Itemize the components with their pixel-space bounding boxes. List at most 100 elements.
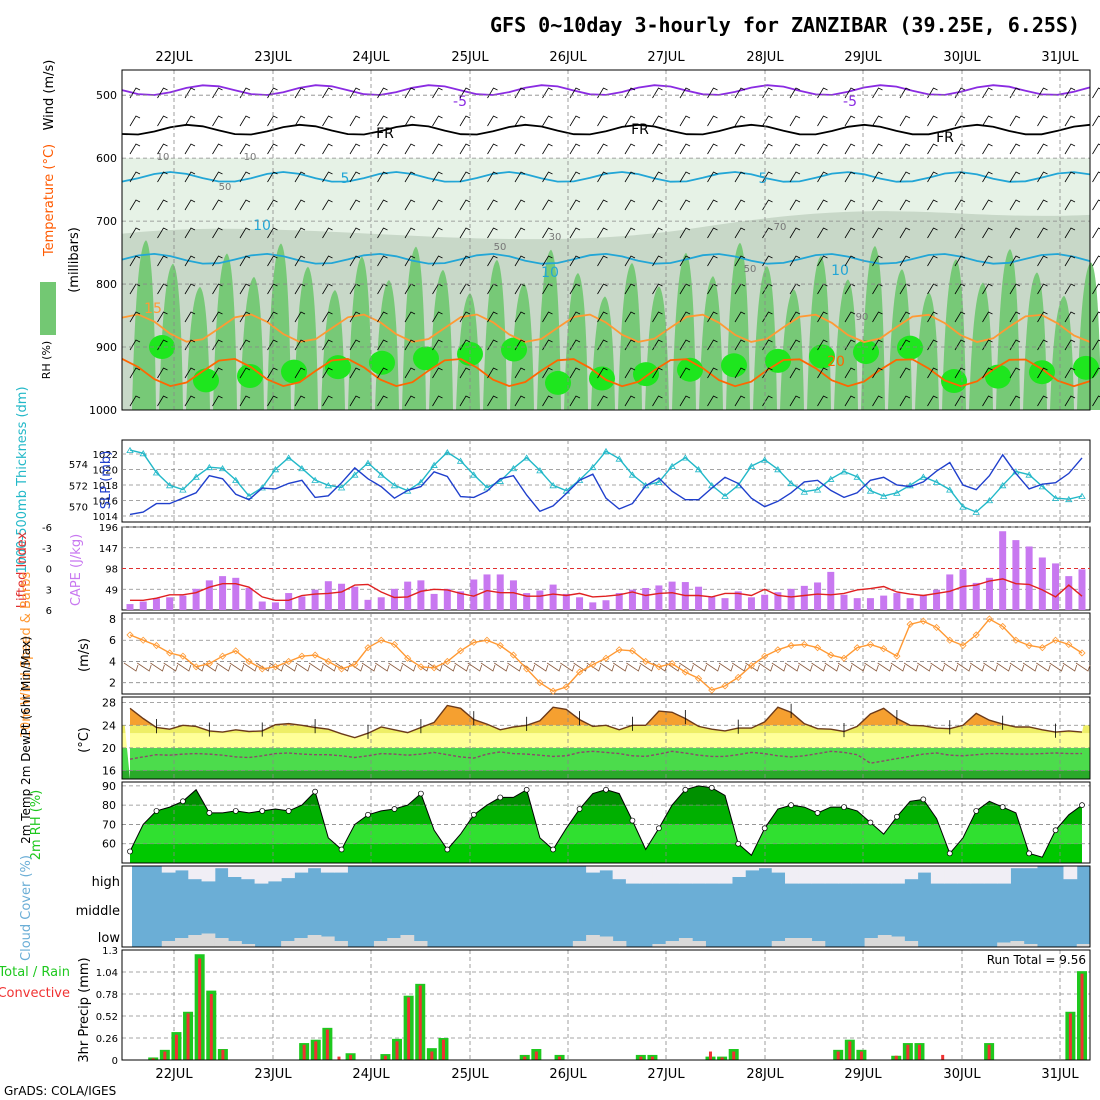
thickness-marker [165, 482, 174, 489]
wind-barb [404, 255, 416, 267]
wind-barb [212, 199, 223, 211]
wind-barb [294, 87, 306, 99]
wind-barb [487, 171, 498, 183]
thickness-marker [589, 463, 597, 471]
wind10m-marker [959, 641, 967, 650]
cape-bar [853, 598, 861, 610]
thickness-marker [298, 464, 306, 472]
wind-tick-label: 8 [109, 613, 116, 626]
wind-barb [129, 115, 141, 127]
cape-bar [324, 581, 332, 610]
contour-label: FR [376, 126, 394, 142]
thickness-marker [800, 488, 809, 495]
thickness-marker [668, 462, 676, 470]
wind-barb [157, 255, 168, 267]
wind10m-barb [507, 662, 522, 672]
wind-barb [817, 115, 828, 127]
wind-barb [1037, 367, 1048, 379]
wind-barb [679, 255, 691, 267]
wind-barb [1009, 143, 1021, 155]
wind-barb [954, 199, 966, 211]
cloud-low-bar [678, 938, 693, 947]
rh-marker [391, 806, 398, 812]
cape-bar [602, 600, 610, 610]
wind-barb [817, 143, 828, 155]
wind-barb [624, 87, 636, 99]
rh-marker [180, 798, 186, 805]
date-label-top: 25JUL [451, 50, 489, 65]
wind-barb [597, 367, 608, 379]
precip-convective-bar [917, 1044, 921, 1060]
wind-barb [267, 171, 278, 183]
cape-bar [298, 596, 306, 610]
wind-barb [1009, 255, 1021, 267]
rh-shade-green [807, 256, 831, 410]
wind-barb [789, 255, 801, 267]
wind10m-barb [163, 662, 179, 672]
wind10m-marker [813, 644, 822, 652]
cape-tick-label: 196 [99, 523, 118, 534]
wind-barb [212, 283, 223, 295]
wind-barb [1092, 255, 1100, 267]
wind10m-barb [599, 662, 615, 672]
wind10m-barb [229, 662, 245, 672]
wind-barb [789, 311, 801, 323]
cloud-high-bar [917, 866, 932, 873]
wind-barb [1037, 199, 1048, 211]
temperature-axis-label: Temperature (°C) [42, 144, 57, 257]
wind-barb [459, 171, 471, 183]
thickness-marker [192, 473, 200, 480]
cloud-high-bar [281, 866, 295, 879]
wind-barb [954, 115, 966, 127]
wind-barb [762, 227, 773, 239]
wind-barb [239, 283, 251, 295]
rh-axis-label: RH (%) [40, 341, 53, 379]
wind10m-barb [441, 662, 456, 672]
wind-barb [157, 227, 168, 239]
precip-convective-bar [859, 1051, 863, 1060]
wind-barb [184, 367, 196, 379]
wind-barb [212, 395, 223, 407]
cape-bar [668, 581, 676, 610]
wind-barb [542, 199, 553, 211]
cloud-high-bar [639, 866, 653, 884]
rh-marker [576, 806, 583, 812]
wind-barb [789, 367, 801, 379]
thickness-marker [694, 466, 703, 473]
contour-line [121, 171, 1091, 183]
wind-barb [157, 87, 168, 99]
wind-barb [762, 143, 773, 155]
wind10m-marker [853, 644, 861, 652]
cloud-high-bar [201, 866, 216, 882]
wind-barb [184, 87, 196, 99]
wind10m-marker [549, 687, 557, 695]
wind-barb [597, 255, 608, 267]
wind-barb [927, 227, 938, 239]
rh-shade-bright [897, 335, 923, 360]
cloud-low-bar [572, 941, 587, 947]
wind-barb [1092, 339, 1100, 351]
wind-barb [652, 199, 663, 211]
wind-barb [404, 143, 416, 155]
cloud-low-bar [307, 935, 322, 947]
cloud-high-bar [811, 866, 826, 884]
cloud-high-bar [652, 866, 667, 884]
wind-barb [239, 395, 251, 407]
wind10m-marker [337, 665, 346, 673]
wind-barb [899, 87, 911, 99]
wind-barb [404, 115, 416, 127]
wind-barb [707, 143, 718, 155]
wind-axis-label: Wind (m/s) [42, 60, 57, 131]
wind-barb [267, 199, 278, 211]
wind-barb [377, 311, 388, 323]
wind-barb [1064, 255, 1076, 267]
thickness-marker [522, 454, 531, 461]
wind-barb [1009, 395, 1021, 407]
wind-barb [1037, 171, 1048, 183]
wind-barb [679, 367, 691, 379]
precip-convective-bar [906, 1044, 910, 1060]
wind10m-barb [903, 662, 919, 672]
cape-bar [628, 589, 636, 610]
temp-tick-label: 28 [102, 697, 116, 710]
wind-barb [1037, 395, 1048, 407]
